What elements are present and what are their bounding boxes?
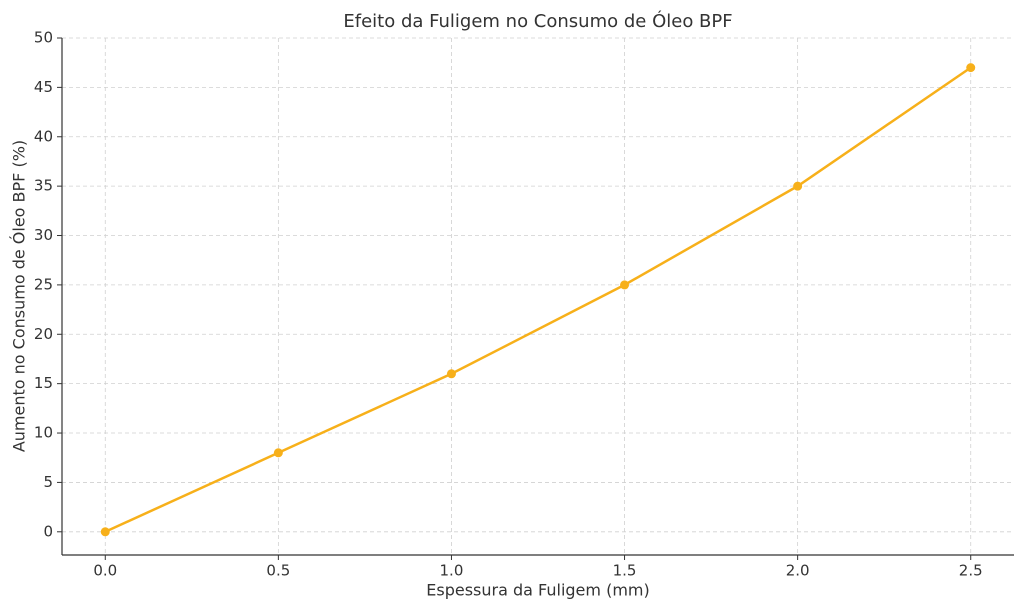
x-tick-label: 0.0 bbox=[93, 562, 117, 580]
point bbox=[620, 280, 630, 290]
x-tick-label: 2.0 bbox=[786, 562, 810, 580]
x-axis-label: Espessura da Fuligem (mm) bbox=[426, 581, 649, 600]
y-tick-label: 15 bbox=[34, 374, 53, 392]
y-tick-label: 40 bbox=[34, 127, 53, 145]
x-tick-label: 1.0 bbox=[440, 562, 464, 580]
point bbox=[793, 181, 803, 191]
y-tick-label: 45 bbox=[34, 78, 53, 96]
chart-title: Efeito da Fuligem no Consumo de Óleo BPF bbox=[343, 10, 732, 32]
x-tick-label: 2.5 bbox=[959, 562, 983, 580]
y-tick-label: 30 bbox=[34, 226, 53, 244]
x-tick-label: 1.5 bbox=[613, 562, 637, 580]
y-tick-label: 25 bbox=[34, 275, 53, 293]
y-tick-label: 20 bbox=[34, 325, 53, 343]
y-tick-label: 5 bbox=[43, 473, 53, 491]
point bbox=[100, 527, 110, 537]
y-tick-label: 35 bbox=[34, 177, 53, 195]
point bbox=[966, 63, 976, 73]
y-tick-label: 50 bbox=[34, 29, 53, 47]
line bbox=[104, 66, 972, 533]
y-tick-label: 10 bbox=[34, 424, 53, 442]
y-axis-label: Aumento no Consumo de Óleo BPF (%) bbox=[10, 140, 29, 452]
y-tick-label: 0 bbox=[43, 522, 53, 540]
point bbox=[273, 448, 283, 458]
point bbox=[446, 369, 456, 379]
x-tick-label: 0.5 bbox=[266, 562, 290, 580]
